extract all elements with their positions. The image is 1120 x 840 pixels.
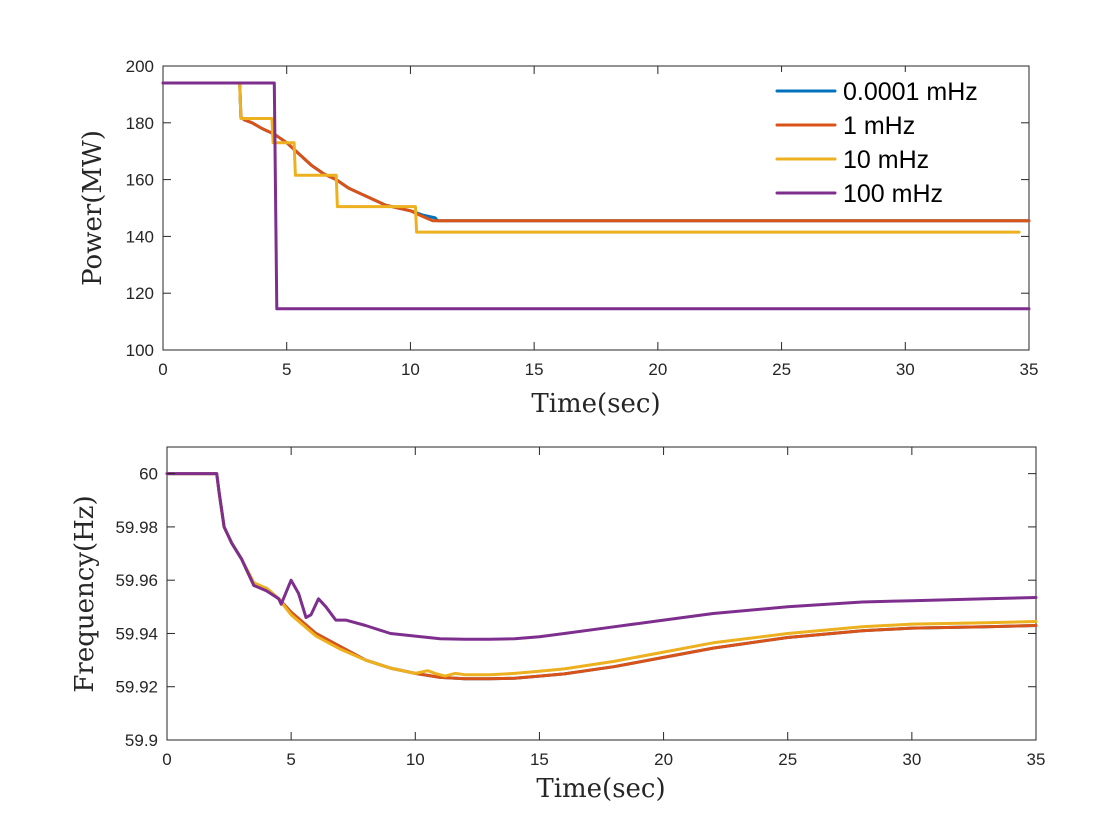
power-x-tick-label: 35 — [1020, 360, 1039, 379]
power-x-tick-label: 10 — [401, 360, 420, 379]
power-y-tick-label: 160 — [126, 171, 154, 190]
legend-entry-3: 100 mHz — [843, 180, 943, 208]
frequency-x-tick-label: 25 — [778, 750, 797, 769]
frequency-x-tick-label: 30 — [902, 750, 921, 769]
frequency-plot-area — [166, 446, 1037, 741]
frequency-x-tick-label: 0 — [162, 750, 171, 769]
frequency-y-tick-label: 60 — [139, 465, 158, 484]
frequency-y-tick-label: 59.92 — [115, 678, 158, 697]
power-x-tick-label: 0 — [158, 360, 167, 379]
frequency-y-tick-label: 59.9 — [125, 731, 158, 750]
frequency-x-axis-label: Time(sec) — [536, 774, 665, 804]
frequency-x-tick-label: 15 — [530, 750, 549, 769]
power-y-tick-label: 200 — [126, 57, 154, 76]
power-y-tick-label: 100 — [126, 341, 154, 360]
power-y-tick-label: 180 — [126, 114, 154, 133]
power-x-tick-label: 25 — [772, 360, 791, 379]
frequency-x-tick-label: 20 — [654, 750, 673, 769]
power-x-tick-label: 15 — [525, 360, 544, 379]
legend-entry-1: 1 mHz — [843, 112, 915, 140]
legend-entry-0: 0.0001 mHz — [843, 78, 978, 106]
power-y-tick-label: 140 — [126, 227, 154, 246]
frequency-x-tick-label: 35 — [1027, 750, 1046, 769]
frequency-series-100-mhz — [165, 472, 1038, 641]
power-x-tick-label: 5 — [282, 360, 291, 379]
power-x-tick-label: 20 — [648, 360, 667, 379]
power-y-tick-label: 120 — [126, 284, 154, 303]
frequency-y-axis-label: Frequency(Hz) — [70, 495, 100, 692]
power-axes: 0 5 10 15 20 25 30 35 100 120 140 160 180 200 Time(se… — [78, 57, 1038, 419]
frequency-y-tick-label: 59.98 — [115, 518, 158, 537]
power-x-tick-label: 30 — [896, 360, 915, 379]
frequency-x-tick-label: 5 — [286, 750, 295, 769]
power-series-100-mhz — [161, 81, 1031, 311]
frequency-y-tick-label: 59.96 — [115, 571, 158, 590]
legend: 0.0001 mHz 1 mHz 10 mHz 100 mHz — [770, 72, 1002, 212]
power-y-axis-label: Power(MW) — [78, 130, 108, 286]
frequency-x-tick-label: 10 — [406, 750, 425, 769]
frequency-y-tick-label: 59.94 — [115, 624, 158, 643]
legend-entry-2: 10 mHz — [843, 146, 929, 174]
power-series-10-mhz — [161, 81, 1021, 234]
legend-box — [770, 72, 1002, 212]
power-x-axis-label: Time(sec) — [531, 389, 660, 419]
frequency-axes: 0 5 10 15 20 25 30 35 59.9 59.92 59.94 59.96 59.98 60… — [70, 446, 1046, 804]
